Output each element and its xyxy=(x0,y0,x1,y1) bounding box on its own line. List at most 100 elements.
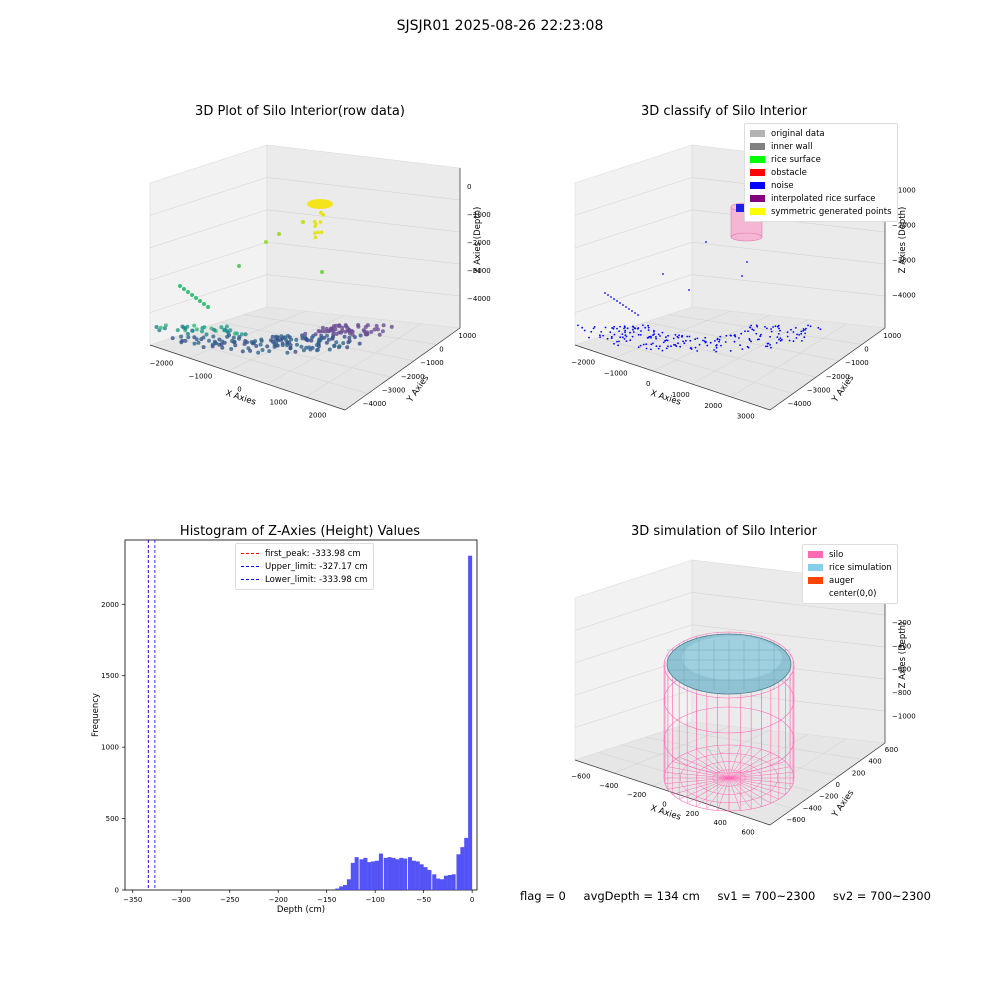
simulation-legend-swatch xyxy=(808,590,823,597)
noise-point xyxy=(653,330,655,333)
noise-point xyxy=(613,325,615,328)
noise-point xyxy=(624,334,627,337)
noise-point xyxy=(622,336,624,339)
histogram-y-tick-label: 0 xyxy=(115,887,119,895)
noise-point xyxy=(599,334,601,337)
classify-legend-label: symmetric generated points xyxy=(771,206,892,217)
noise-point xyxy=(618,340,620,343)
noise-point xyxy=(770,346,772,349)
simulation-legend-entry: auger xyxy=(808,574,892,587)
classify-legend-swatch xyxy=(750,208,765,215)
noise-point xyxy=(588,336,590,339)
classify-grid xyxy=(621,329,817,378)
raw-point xyxy=(183,338,188,343)
classify-legend-entry: rice surface xyxy=(750,153,892,166)
raw-point xyxy=(180,324,185,329)
raw-point xyxy=(217,337,222,342)
raw-point xyxy=(224,324,229,329)
noise-point xyxy=(715,350,718,353)
noise-point xyxy=(645,347,648,350)
noise-point xyxy=(657,347,660,350)
noise-point xyxy=(629,331,631,334)
noise-point xyxy=(653,333,655,336)
simulation-legend-entry: rice simulation xyxy=(808,561,892,574)
noise-point xyxy=(779,339,782,342)
noise-point xyxy=(800,332,803,335)
noise-point xyxy=(581,326,584,329)
raw-point xyxy=(276,338,281,343)
raw-point xyxy=(336,345,341,350)
raw-y-tick: 0 xyxy=(439,346,443,354)
classify-x-tick: 2000 xyxy=(704,402,722,410)
sim-z-tick: −800 xyxy=(892,689,911,697)
classify-grid xyxy=(730,323,847,398)
noise-point xyxy=(599,336,601,338)
raw-y-tick: 1000 xyxy=(458,332,476,340)
sim-grid xyxy=(668,729,863,760)
histogram-bar xyxy=(346,879,351,890)
histogram-bar xyxy=(468,555,473,890)
histogram-bar xyxy=(423,867,428,890)
raw-grid xyxy=(266,274,461,297)
noise-point xyxy=(741,275,743,277)
noise-point xyxy=(802,330,805,332)
noise-point xyxy=(632,326,635,328)
noise-point xyxy=(655,337,657,340)
raw-point xyxy=(280,343,285,348)
raw-point xyxy=(186,290,190,294)
noise-point xyxy=(766,345,769,348)
noise-point xyxy=(616,300,618,302)
classify-y-tick: −2000 xyxy=(826,373,850,381)
simulation-legend-label: silo xyxy=(829,549,844,560)
noise-point xyxy=(758,338,760,341)
raw-point xyxy=(259,338,264,343)
raw-point xyxy=(183,326,188,331)
raw-point xyxy=(201,335,206,340)
raw-grid xyxy=(266,241,461,265)
noise-point xyxy=(604,326,607,329)
raw-point xyxy=(192,323,197,328)
histogram-legend-entry: first_peak: -333.98 cm xyxy=(241,547,368,560)
histogram-bar xyxy=(378,853,383,890)
raw-point xyxy=(245,340,249,345)
noise-point xyxy=(672,337,675,340)
simulation-legend: silo rice simulation auger center(0,0) xyxy=(802,544,898,604)
noise-point xyxy=(682,340,684,343)
noise-point xyxy=(746,261,748,263)
raw-point xyxy=(380,329,385,334)
histogram-bar xyxy=(460,847,465,890)
noise-point xyxy=(619,325,621,328)
raw-point xyxy=(314,222,318,227)
simulation-3d-plot: −600−400−20002004006006004002000−200−400… xyxy=(571,559,916,836)
sv1-text: sv1 = 700~2300 xyxy=(717,889,816,903)
raw-point xyxy=(343,329,348,334)
raw-point xyxy=(179,340,184,345)
raw-point xyxy=(275,335,280,340)
histogram-x-tick-label: −150 xyxy=(317,896,336,904)
noise-point xyxy=(696,337,699,340)
classify-legend-swatch xyxy=(750,169,765,176)
noise-point xyxy=(642,324,644,327)
noise-point xyxy=(583,329,586,332)
noise-point xyxy=(659,335,661,337)
noise-point xyxy=(618,330,620,332)
raw-point xyxy=(339,330,343,335)
raw-point xyxy=(210,344,215,349)
sim-z-tick: −600 xyxy=(892,666,911,674)
noise-point xyxy=(741,348,744,350)
raw-grid xyxy=(149,274,268,313)
silo-floor-spoke xyxy=(664,772,794,784)
noise-point xyxy=(807,324,809,327)
histogram-bar xyxy=(411,860,416,890)
raw-point xyxy=(300,333,305,338)
classify-x-tick: 1000 xyxy=(672,391,690,399)
raw-point xyxy=(192,341,197,346)
raw-point xyxy=(226,330,231,335)
flag-text: flag = 0 xyxy=(520,889,566,903)
raw-point xyxy=(345,345,350,350)
classify-z-tick: −1000 xyxy=(892,187,916,195)
raw-grid xyxy=(149,209,268,249)
noise-point xyxy=(619,336,622,339)
histogram-y-tick-label: 500 xyxy=(106,815,119,823)
noise-point xyxy=(790,328,792,331)
